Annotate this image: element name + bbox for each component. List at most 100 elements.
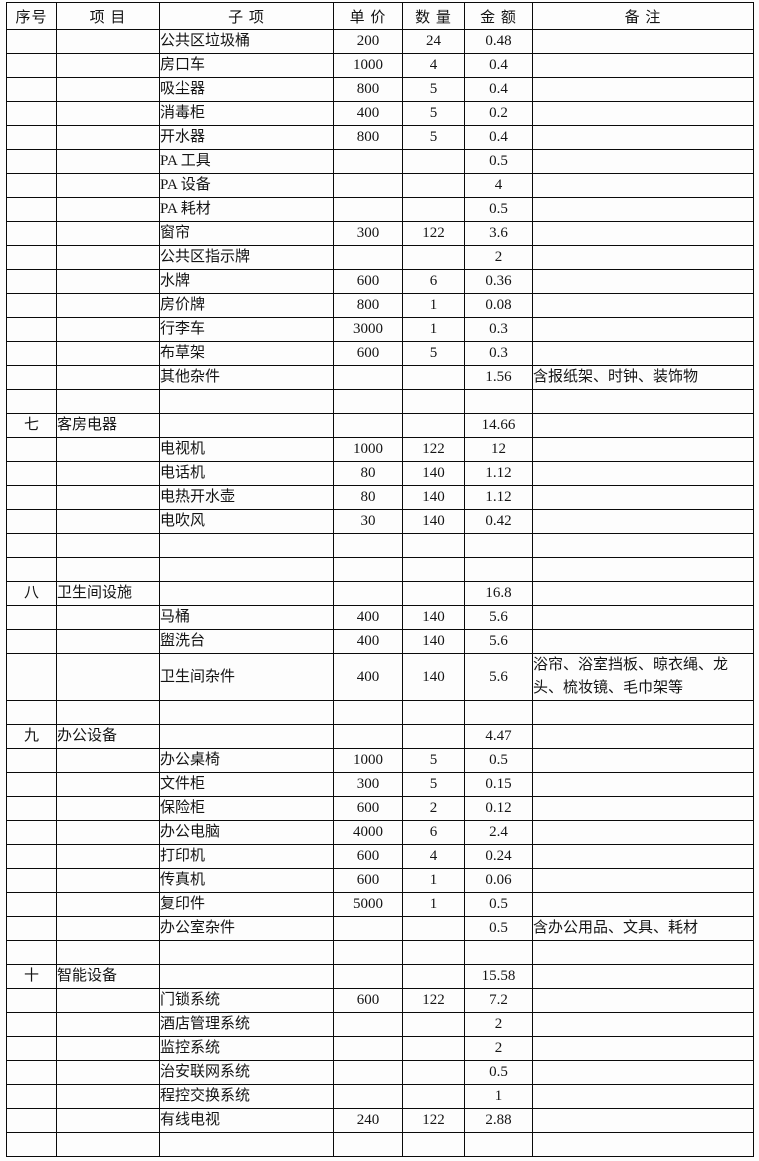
cell-note [532, 988, 754, 1013]
cell-item [56, 53, 160, 78]
cell-note [532, 868, 754, 893]
cell-item [56, 1036, 160, 1061]
cell-amount: 0.42 [464, 509, 533, 534]
cell-no [6, 77, 57, 102]
cell-qty [402, 365, 465, 390]
cell-note [532, 389, 754, 414]
cell-item [56, 629, 160, 654]
cell-item [56, 173, 160, 198]
cell-qty: 5 [402, 772, 465, 797]
col-header-item: 项 目 [56, 2, 160, 30]
cell-no [6, 1036, 57, 1061]
cell-item [56, 245, 160, 270]
cell-no [6, 509, 57, 534]
cell-price [333, 940, 403, 965]
cell-no [6, 868, 57, 893]
cell-note [532, 173, 754, 198]
cell-qty [402, 724, 465, 749]
header-row: 序号 项 目 子 项 单 价 数 量 金 额 备 注 [6, 2, 754, 30]
cell-amount [464, 940, 533, 965]
cell-sub [159, 557, 334, 582]
cell-note [532, 820, 754, 845]
cell-price: 400 [333, 629, 403, 654]
cell-no [6, 916, 57, 941]
cell-amount [464, 1132, 533, 1157]
table-row: 有线电视 240 122 2.88 [6, 1108, 754, 1133]
cell-price: 600 [333, 844, 403, 869]
cell-sub: PA 工具 [159, 149, 334, 174]
cell-price: 600 [333, 341, 403, 366]
cell-sub [159, 413, 334, 438]
cell-sub: 酒店管理系统 [159, 1012, 334, 1037]
cell-price: 80 [333, 461, 403, 486]
cell-no [6, 1012, 57, 1037]
cell-qty: 5 [402, 101, 465, 126]
cell-amount: 0.2 [464, 101, 533, 126]
cell-price: 600 [333, 796, 403, 821]
cell-price: 5000 [333, 892, 403, 917]
cell-amount: 0.5 [464, 149, 533, 174]
cell-no [6, 293, 57, 318]
cell-price [333, 389, 403, 414]
cell-item [56, 125, 160, 150]
cell-item: 卫生间设施 [56, 581, 160, 606]
table-row: 传真机 600 1 0.06 [6, 868, 754, 893]
table-row: 窗帘 300 122 3.6 [6, 221, 754, 246]
cell-no [6, 485, 57, 510]
table-row: 卫生间杂件 400 140 5.6 浴帘、浴室挡板、晾衣绳、龙头、梳妆镜、毛巾架等 [6, 653, 754, 701]
cell-item [56, 868, 160, 893]
cell-item [56, 197, 160, 222]
cell-item [56, 1060, 160, 1085]
cell-price: 800 [333, 77, 403, 102]
table-row: 电吹风 30 140 0.42 [6, 509, 754, 534]
cell-qty [402, 916, 465, 941]
cell-sub: 水牌 [159, 269, 334, 294]
cell-qty: 122 [402, 437, 465, 462]
cell-qty [402, 533, 465, 558]
col-header-sub: 子 项 [159, 2, 334, 30]
cell-note [532, 700, 754, 725]
cell-item [56, 461, 160, 486]
cell-amount: 0.5 [464, 892, 533, 917]
table-row: 文件柜 300 5 0.15 [6, 772, 754, 797]
table-row: 房口车 1000 4 0.4 [6, 53, 754, 78]
cell-sub: PA 耗材 [159, 197, 334, 222]
cell-no [6, 605, 57, 630]
cell-qty: 6 [402, 820, 465, 845]
cell-note [532, 796, 754, 821]
cell-item [56, 389, 160, 414]
cell-no: 十 [6, 964, 57, 989]
table-row: 房价牌 800 1 0.08 [6, 293, 754, 318]
cell-item [56, 317, 160, 342]
cell-item [56, 221, 160, 246]
table-row: 办公室杂件 0.5 含办公用品、文具、耗材 [6, 916, 754, 941]
cell-sub: 开水器 [159, 125, 334, 150]
cell-qty [402, 413, 465, 438]
cell-price: 600 [333, 988, 403, 1013]
cell-no [6, 772, 57, 797]
cell-note [532, 1012, 754, 1037]
cell-note [532, 533, 754, 558]
col-header-qty: 数 量 [402, 2, 465, 30]
table-body: 公共区垃圾桶 200 24 0.48 房口车 1000 4 0.4 吸尘器 800 5 0.4 消毒柜 4… [6, 29, 754, 1157]
cell-qty [402, 1084, 465, 1109]
cell-item [56, 149, 160, 174]
cell-no [6, 892, 57, 917]
cell-no [6, 557, 57, 582]
cell-qty [402, 1060, 465, 1085]
table-row: 门锁系统 600 122 7.2 [6, 988, 754, 1013]
cell-price [333, 1132, 403, 1157]
cell-qty: 2 [402, 796, 465, 821]
cell-sub: 消毒柜 [159, 101, 334, 126]
cell-amount: 2 [464, 1036, 533, 1061]
cell-item: 智能设备 [56, 964, 160, 989]
cell-price [333, 700, 403, 725]
cell-note [532, 197, 754, 222]
cell-note [532, 964, 754, 989]
cell-qty: 5 [402, 341, 465, 366]
cell-amount [464, 700, 533, 725]
cell-no [6, 1084, 57, 1109]
cell-amount: 0.5 [464, 748, 533, 773]
cell-price: 200 [333, 29, 403, 54]
cell-no [6, 173, 57, 198]
